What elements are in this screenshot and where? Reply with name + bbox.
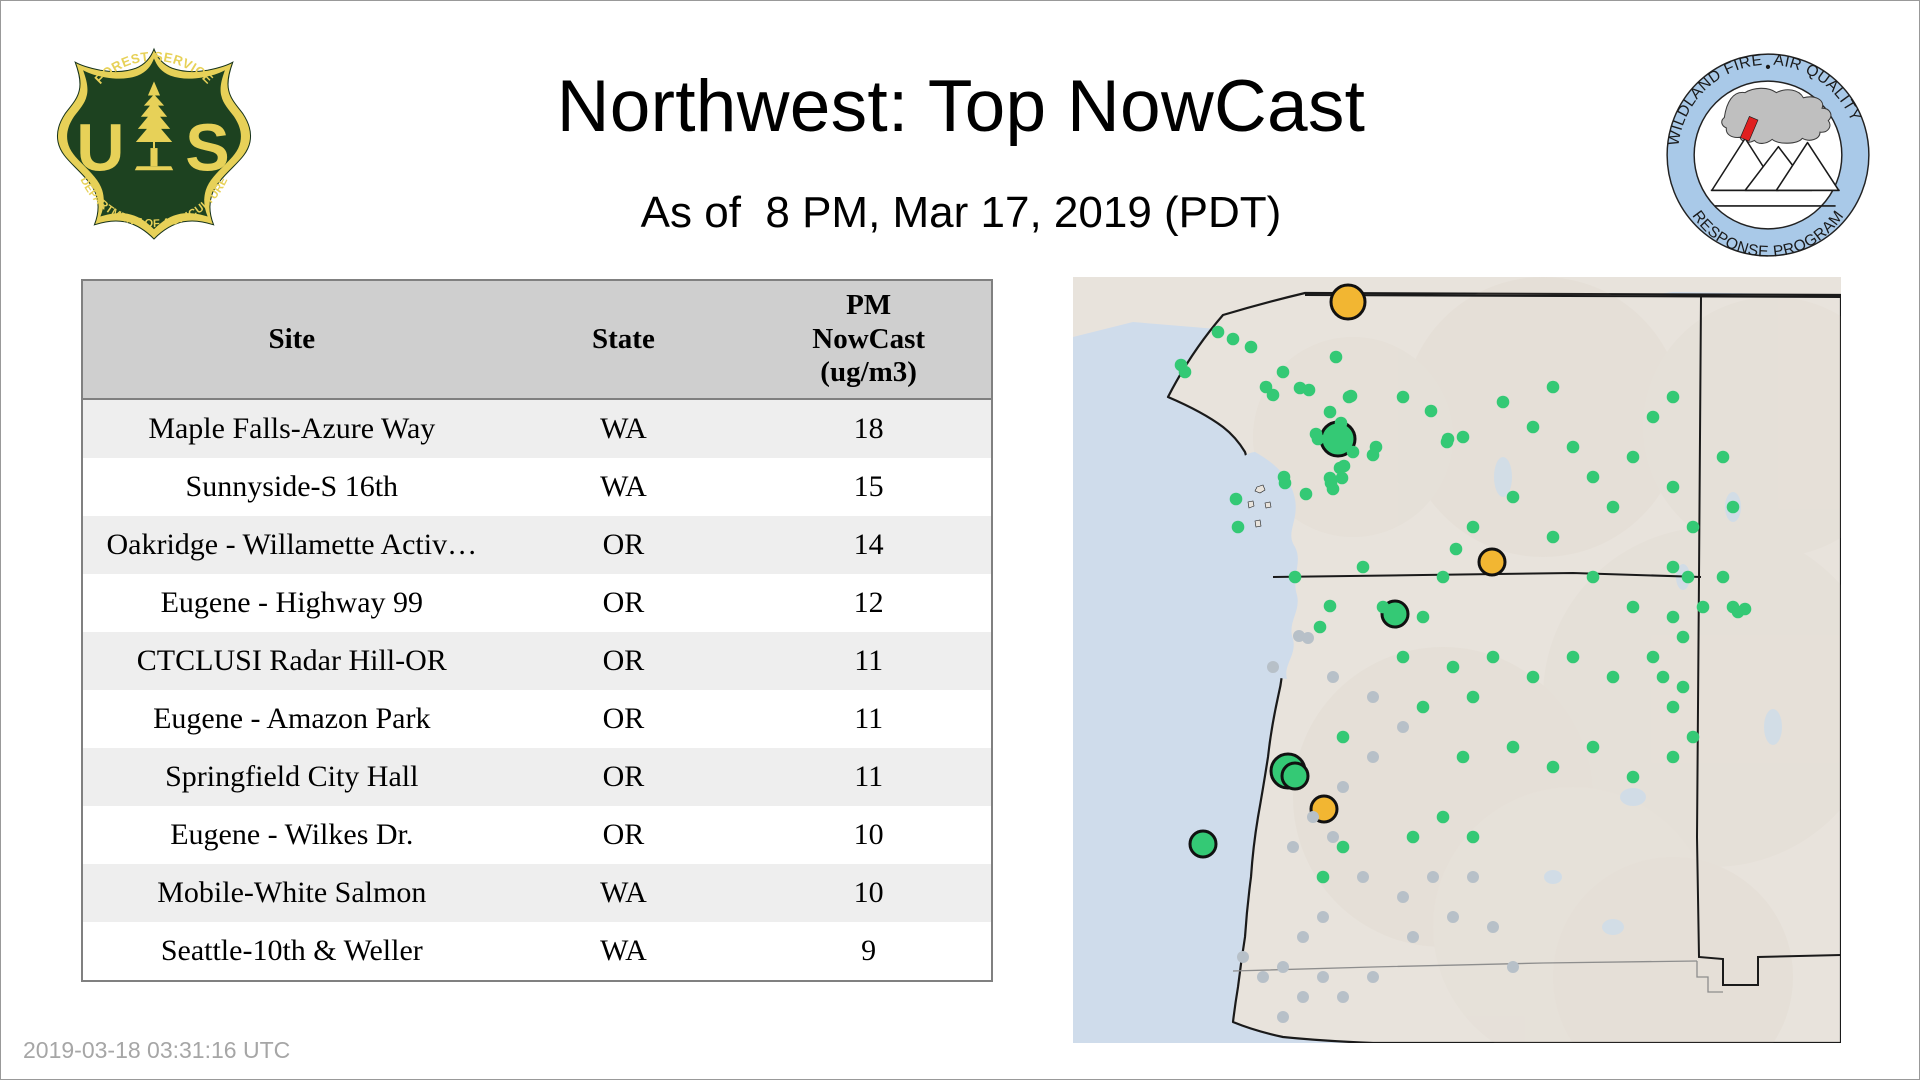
svg-text:U: U [76, 111, 124, 185]
svg-text:S: S [185, 111, 229, 185]
svg-text:•: • [1765, 59, 1770, 76]
